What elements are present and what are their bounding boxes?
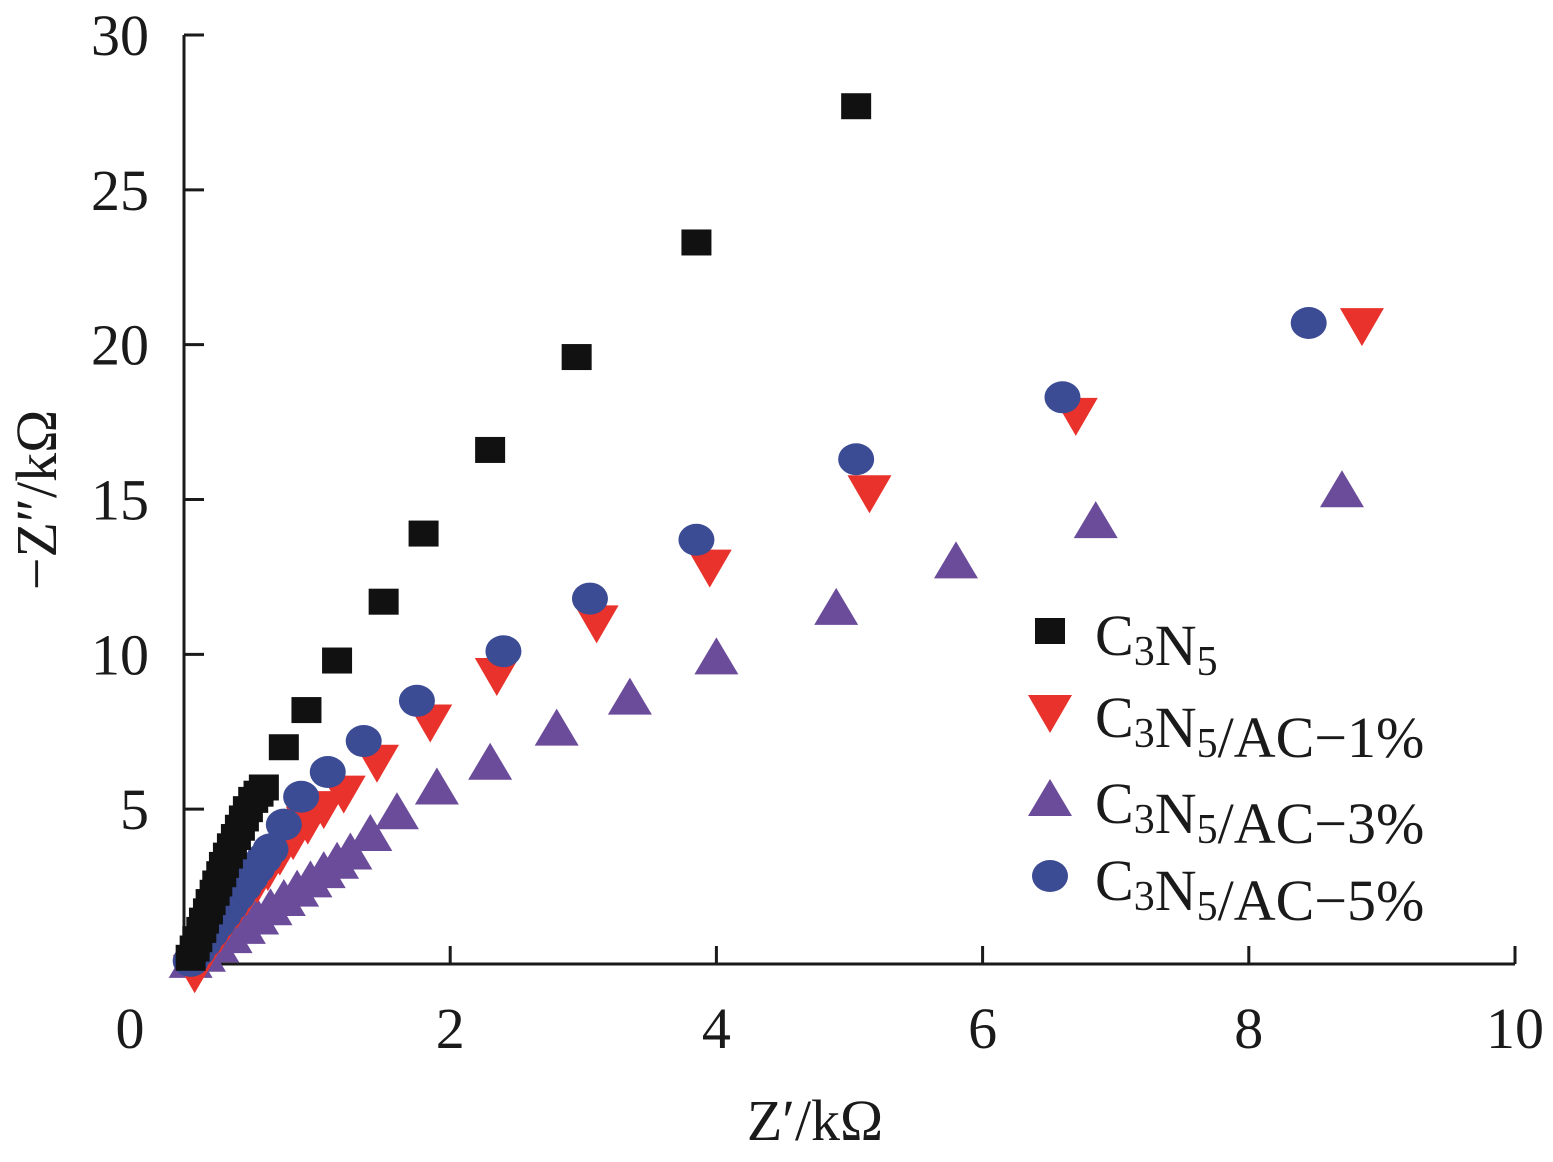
data-point <box>322 647 353 674</box>
plot-area <box>168 93 1384 994</box>
data-point <box>408 520 439 547</box>
data-point <box>248 774 279 801</box>
data-point <box>328 832 373 870</box>
data-point <box>534 708 579 746</box>
legend-label: C3N5/AC−1% <box>1095 685 1424 770</box>
data-point <box>474 658 519 697</box>
y-tick-label: 5 <box>120 777 149 842</box>
legend-label: C3N5 <box>1095 603 1218 685</box>
data-point <box>291 697 322 724</box>
data-point <box>398 684 435 717</box>
legend-item: C3N5/AC−1% <box>1028 685 1424 770</box>
y-tick-label: 15 <box>91 468 149 533</box>
y-tick-label: 25 <box>91 158 149 223</box>
data-point <box>1290 306 1327 339</box>
series-1 <box>175 93 872 971</box>
data-point <box>414 767 459 805</box>
x-tick-label: 10 <box>1486 996 1544 1061</box>
legend-label: C3N5/AC−3% <box>1095 771 1424 856</box>
y-axis-title: −Z″/kΩ <box>4 410 69 591</box>
data-point <box>933 541 978 579</box>
data-point <box>345 725 382 758</box>
legend-marker <box>1032 860 1068 892</box>
data-point <box>847 475 892 514</box>
data-point <box>561 344 592 371</box>
data-point <box>678 523 715 556</box>
ticks: 5 10 15 20 25 30 0 2 4 6 8 10 <box>91 3 1544 1061</box>
data-point <box>309 756 346 789</box>
x-axis-title: Z′/kΩ <box>747 1088 883 1153</box>
data-point <box>687 549 732 588</box>
legend-item: C3N5/AC−3% <box>1028 771 1424 856</box>
data-point <box>841 93 872 120</box>
data-point <box>468 742 513 780</box>
data-point <box>814 587 859 625</box>
data-point <box>838 443 875 476</box>
x-tick-label: 6 <box>968 996 997 1061</box>
series-4 <box>172 306 1327 977</box>
y-tick-label: 20 <box>91 313 149 378</box>
x-tick-label: 4 <box>702 996 731 1061</box>
data-point <box>607 677 652 715</box>
legend-marker <box>1028 695 1072 733</box>
y-tick-label: 30 <box>91 3 149 68</box>
data-point <box>694 637 739 675</box>
legend-item: C3N5/AC−5% <box>1032 848 1424 933</box>
data-point <box>265 808 302 841</box>
data-point <box>574 605 619 644</box>
data-point <box>485 635 522 668</box>
data-point <box>1044 381 1081 414</box>
data-point <box>268 734 299 761</box>
x-tick-label: 0 <box>116 996 145 1061</box>
y-tick-label: 10 <box>91 622 149 687</box>
data-point <box>374 792 419 830</box>
data-point <box>348 813 393 851</box>
x-tick-label: 2 <box>436 996 465 1061</box>
data-point <box>1073 501 1118 539</box>
data-point <box>1319 470 1364 508</box>
data-point <box>571 582 608 615</box>
legend-item: C3N5 <box>1035 603 1218 685</box>
data-point <box>283 780 320 813</box>
x-tick-label: 8 <box>1234 996 1263 1061</box>
legend-marker <box>1035 618 1065 644</box>
data-point <box>681 229 712 256</box>
data-point <box>1339 308 1384 347</box>
legend-marker <box>1028 779 1072 816</box>
data-point <box>475 436 506 463</box>
legend-label: C3N5/AC−5% <box>1095 848 1424 933</box>
data-point <box>252 833 289 866</box>
data-point <box>368 588 399 615</box>
